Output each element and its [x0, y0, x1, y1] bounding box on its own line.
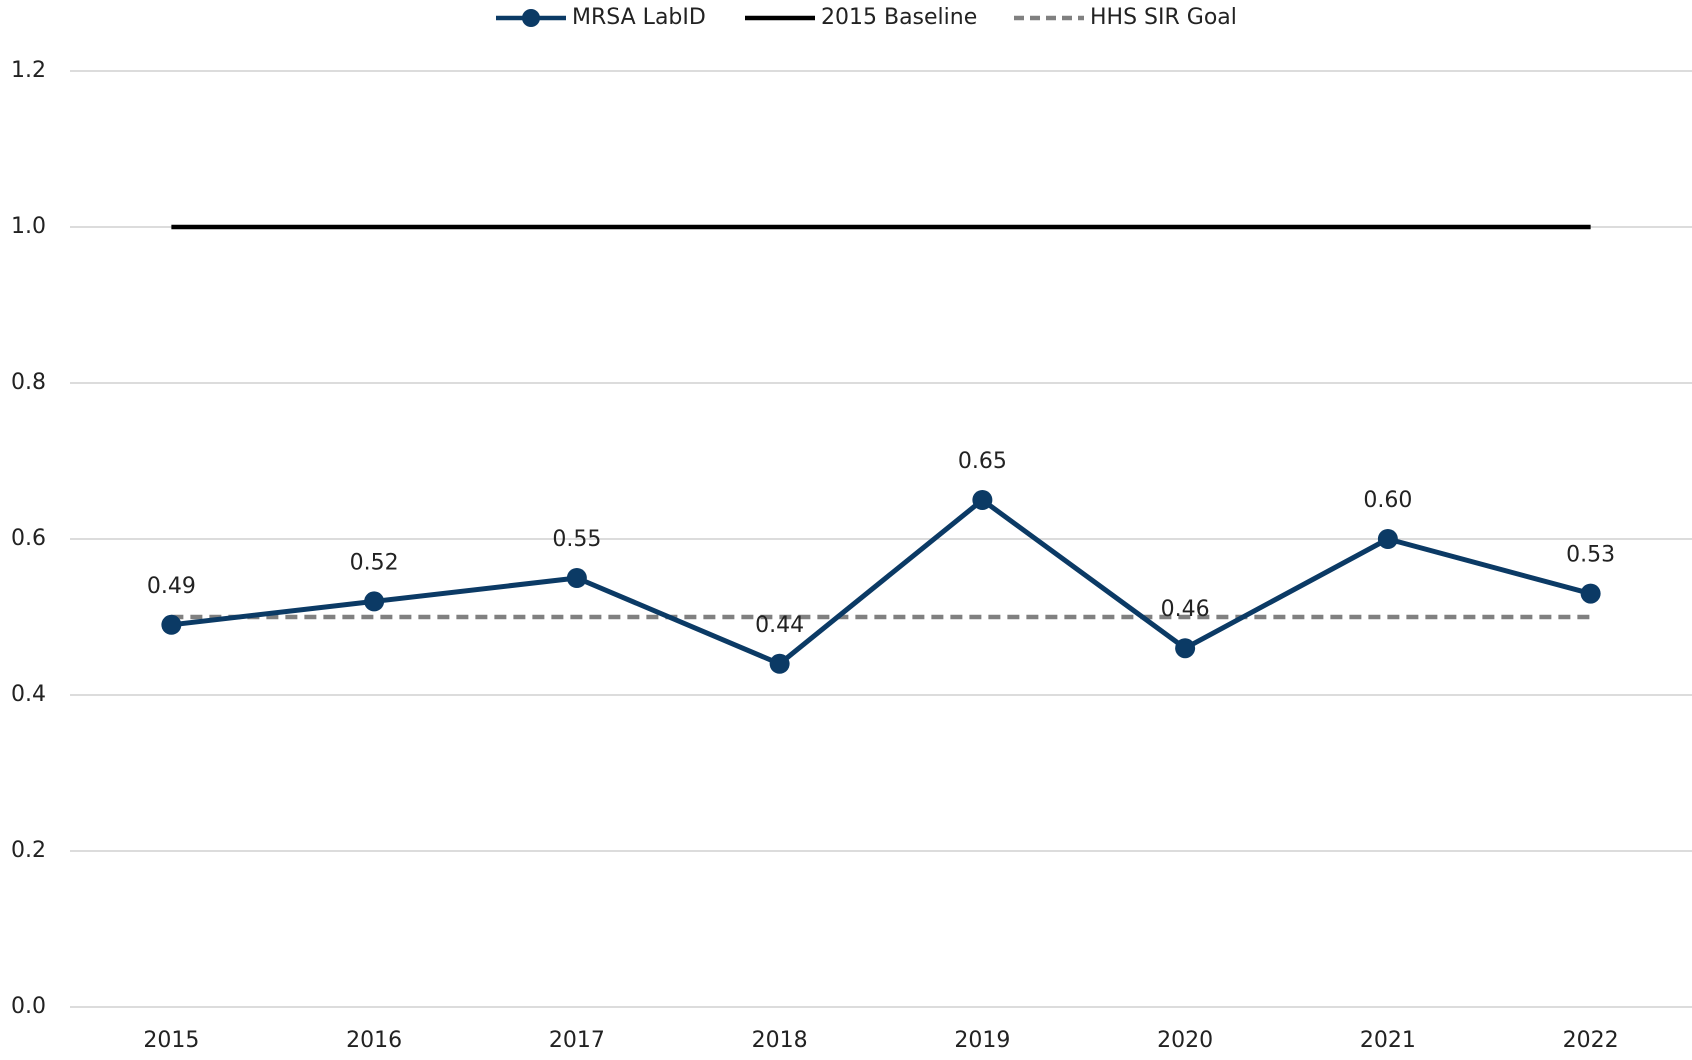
x-tick-label: 2017 — [549, 1028, 605, 1053]
data-point — [1377, 529, 1398, 549]
x-tick-label: 2022 — [1563, 1028, 1619, 1053]
legend-label: HHS SIR Goal — [1090, 5, 1237, 30]
data-label: 0.46 — [1161, 597, 1210, 622]
data-label: 0.49 — [147, 574, 196, 599]
data-label: 0.53 — [1566, 543, 1615, 568]
x-tick-label: 2019 — [954, 1028, 1010, 1053]
x-tick-label: 2020 — [1157, 1028, 1213, 1053]
y-tick-label: 0.0 — [11, 994, 46, 1019]
y-tick-label: 0.6 — [11, 526, 46, 551]
data-point — [364, 591, 385, 612]
x-tick-label: 2018 — [752, 1028, 808, 1053]
data-label: 0.52 — [350, 550, 399, 575]
x-tick-label: 2021 — [1360, 1028, 1416, 1053]
data-label: 0.65 — [958, 449, 1007, 474]
legend-marker — [522, 9, 540, 27]
y-tick-label: 0.4 — [11, 682, 46, 707]
y-tick-label: 1.0 — [11, 214, 46, 239]
data-label: 0.60 — [1363, 488, 1412, 513]
data-point — [769, 653, 790, 674]
x-tick-label: 2016 — [346, 1028, 402, 1053]
data-point — [161, 614, 182, 635]
y-tick-label: 0.8 — [11, 370, 46, 395]
y-tick-label: 0.2 — [11, 838, 46, 863]
data-label: 0.44 — [755, 613, 804, 638]
series-line — [171, 497, 1592, 667]
data-point — [566, 568, 587, 588]
data-label: 0.55 — [552, 527, 601, 552]
x-tick-label: 2015 — [143, 1028, 199, 1053]
y-tick-label: 1.2 — [11, 58, 46, 83]
data-point — [1175, 638, 1196, 659]
data-point — [1580, 583, 1601, 604]
legend-label: MRSA LabID — [572, 5, 706, 30]
legend-label: 2015 Baseline — [821, 5, 977, 30]
data-point — [972, 490, 993, 510]
